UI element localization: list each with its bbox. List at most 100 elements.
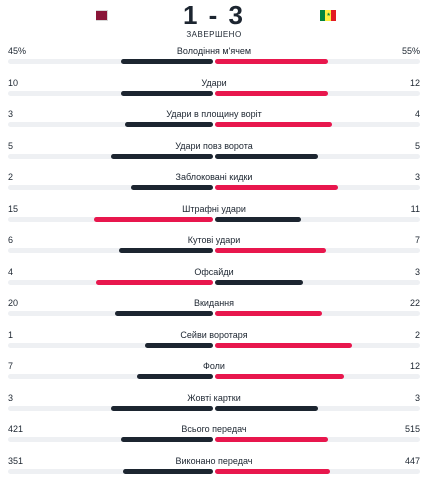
- home-bar-track: [8, 248, 213, 253]
- away-bar-fill: [215, 59, 328, 64]
- home-stat-value: 3: [8, 109, 48, 119]
- home-bar-fill: [123, 469, 213, 474]
- away-bar-track: [215, 469, 420, 474]
- home-stat-value: 351: [8, 456, 48, 466]
- home-bar-track: [8, 343, 213, 348]
- away-bar-fill: [215, 469, 330, 474]
- away-bar-fill: [215, 248, 326, 253]
- away-bar-track: [215, 59, 420, 64]
- home-stat-value: 45%: [8, 46, 48, 56]
- home-stat-value: 4: [8, 267, 48, 277]
- home-bar-fill: [121, 437, 213, 442]
- away-stat-value: 2: [380, 330, 420, 340]
- stat-comparison-bar: [8, 248, 420, 253]
- stat-comparison-bar: [8, 406, 420, 411]
- stat-comparison-bar: [8, 217, 420, 222]
- home-bar-fill: [125, 122, 213, 127]
- stat-label: Удари: [48, 78, 380, 88]
- away-bar-track: [215, 185, 420, 190]
- home-bar-track: [8, 59, 213, 64]
- stat-label: Удари повз ворота: [48, 141, 380, 151]
- stat-label: Всього передач: [48, 424, 380, 434]
- home-bar-track: [8, 154, 213, 159]
- home-stat-value: 421: [8, 424, 48, 434]
- away-bar-track: [215, 248, 420, 253]
- home-bar-fill: [137, 374, 213, 379]
- match-status: ЗАВЕРШЕНО: [0, 30, 428, 39]
- home-bar-fill: [119, 248, 213, 253]
- home-stat-value: 15: [8, 204, 48, 214]
- stat-label: Кутові удари: [48, 235, 380, 245]
- stat-comparison-bar: [8, 185, 420, 190]
- away-stat-value: 515: [380, 424, 420, 434]
- senegal-flag-icon[interactable]: ★: [320, 10, 336, 21]
- away-stat-value: 3: [380, 267, 420, 277]
- stat-comparison-bar: [8, 122, 420, 127]
- stat-comparison-bar: [8, 91, 420, 96]
- away-bar-track: [215, 406, 420, 411]
- away-stat-value: 11: [380, 204, 420, 214]
- home-stat-value: 3: [8, 393, 48, 403]
- home-bar-track: [8, 122, 213, 127]
- home-bar-fill: [111, 154, 214, 159]
- stat-comparison-bar: [8, 437, 420, 442]
- away-bar-fill: [215, 217, 301, 222]
- stat-comparison-bar: [8, 311, 420, 316]
- away-stat-value: 5: [380, 141, 420, 151]
- away-bar-track: [215, 217, 420, 222]
- home-bar-track: [8, 437, 213, 442]
- stat-label: Сейви воротаря: [48, 330, 380, 340]
- home-stat-value: 6: [8, 235, 48, 245]
- stat-label: Фоли: [48, 361, 380, 371]
- stat-label: Володіння м'ячем: [48, 46, 380, 56]
- stat-comparison-bar: [8, 374, 420, 379]
- away-bar-fill: [215, 343, 352, 348]
- away-bar-fill: [215, 280, 303, 285]
- away-bar-fill: [215, 374, 344, 379]
- away-bar-fill: [215, 91, 328, 96]
- away-stat-value: 3: [380, 393, 420, 403]
- away-bar-track: [215, 343, 420, 348]
- home-bar-fill: [96, 280, 213, 285]
- home-stat-value: 1: [8, 330, 48, 340]
- away-bar-track: [215, 280, 420, 285]
- stat-label: Виконано передач: [48, 456, 380, 466]
- match-header: 1 - 3 ЗАВЕРШЕНО ★: [0, 0, 428, 44]
- away-stat-value: 22: [380, 298, 420, 308]
- home-bar-fill: [115, 311, 213, 316]
- home-bar-track: [8, 469, 213, 474]
- home-bar-track: [8, 311, 213, 316]
- away-bar-track: [215, 437, 420, 442]
- stat-comparison-bar: [8, 59, 420, 64]
- home-stat-value: 7: [8, 361, 48, 371]
- home-bar-fill: [121, 59, 213, 64]
- stat-label: Офсайди: [48, 267, 380, 277]
- away-bar-track: [215, 122, 420, 127]
- home-bar-track: [8, 185, 213, 190]
- stat-comparison-bar: [8, 469, 420, 474]
- away-bar-track: [215, 154, 420, 159]
